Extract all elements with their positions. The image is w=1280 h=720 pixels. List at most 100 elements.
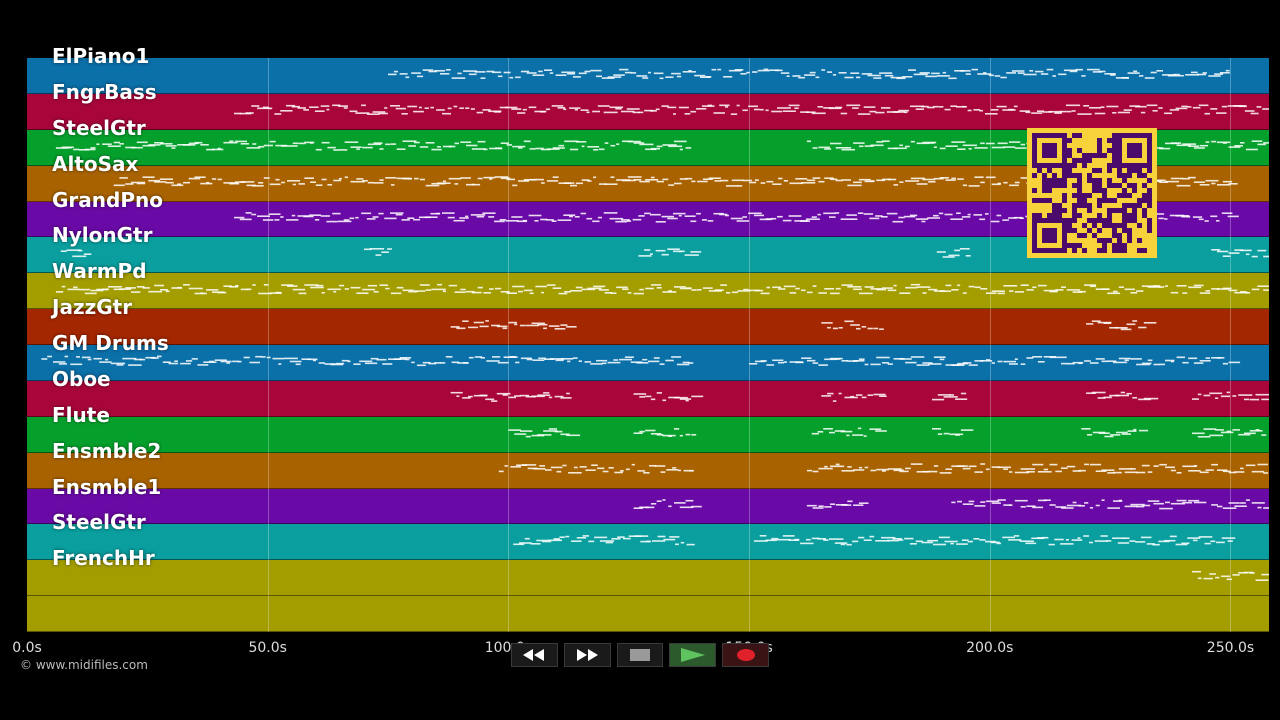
- note-mark: [626, 108, 640, 110]
- note-mark: [558, 292, 568, 295]
- note-mark: [385, 177, 397, 179]
- track-lane[interactable]: [27, 273, 1269, 310]
- note-mark: [646, 540, 651, 543]
- note-mark: [414, 290, 426, 292]
- note-mark: [1124, 359, 1129, 362]
- note-mark: [696, 212, 701, 215]
- note-mark: [676, 363, 690, 366]
- note-mark: [545, 219, 554, 221]
- note-mark: [910, 140, 915, 143]
- track-lane[interactable]: [27, 58, 1269, 94]
- note-mark: [540, 218, 548, 221]
- note-mark: [624, 71, 632, 74]
- note-mark: [996, 214, 1002, 217]
- note-mark: [540, 111, 546, 113]
- note-mark: [505, 106, 518, 109]
- track-lane[interactable]: [27, 380, 1269, 417]
- fast-forward-button[interactable]: [563, 643, 611, 667]
- note-mark: [492, 71, 502, 74]
- note-mark: [928, 142, 935, 144]
- note-mark: [1232, 429, 1240, 431]
- note-mark: [736, 104, 740, 107]
- note-mark: [965, 73, 971, 75]
- note-mark: [691, 505, 702, 508]
- note-mark: [245, 212, 252, 214]
- note-mark: [656, 500, 662, 502]
- note-mark: [680, 541, 685, 544]
- play-button[interactable]: [669, 643, 717, 667]
- note-mark: [818, 364, 828, 366]
- note-mark: [939, 177, 949, 179]
- note-mark: [861, 326, 867, 328]
- note-mark: [864, 145, 874, 147]
- note-mark: [268, 213, 281, 215]
- track-lane[interactable]: [27, 452, 1269, 489]
- note-mark: [1182, 177, 1190, 180]
- note-mark: [119, 177, 128, 179]
- note-mark: [310, 181, 316, 183]
- note-mark: [284, 357, 298, 360]
- note-mark: [1029, 70, 1034, 72]
- note-mark: [656, 145, 663, 148]
- track-lane[interactable]: [27, 416, 1269, 453]
- note-mark: [691, 395, 704, 398]
- note-mark: [1091, 391, 1106, 394]
- note-mark: [1124, 471, 1138, 474]
- note-mark: [574, 108, 578, 111]
- note-mark: [1078, 469, 1086, 472]
- note-mark: [436, 212, 441, 215]
- note-mark: [1261, 434, 1267, 436]
- note-mark: [1141, 362, 1152, 365]
- note-mark: [425, 184, 440, 187]
- note-mark: [246, 288, 252, 291]
- note-mark: [1165, 359, 1175, 362]
- note-mark: [610, 176, 615, 178]
- note-mark: [257, 107, 271, 110]
- note-mark: [1159, 181, 1168, 183]
- note-mark: [547, 539, 562, 542]
- note-mark: [968, 185, 980, 187]
- note-mark: [988, 74, 994, 77]
- note-mark: [558, 144, 565, 147]
- note-mark: [817, 431, 824, 433]
- note-mark: [702, 287, 713, 289]
- note-mark: [760, 360, 767, 362]
- note-mark: [456, 395, 460, 397]
- note-mark: [367, 284, 377, 287]
- note-mark: [450, 391, 463, 394]
- track-name-label: GM Drums: [52, 331, 169, 355]
- note-mark: [546, 284, 556, 286]
- note-mark: [772, 183, 782, 185]
- note-mark: [754, 360, 766, 363]
- note-mark: [1113, 361, 1128, 364]
- track-lane[interactable]: [27, 560, 1269, 597]
- record-icon: [736, 649, 755, 661]
- record-button[interactable]: [722, 643, 769, 667]
- note-mark: [321, 292, 325, 294]
- note-mark: [1204, 112, 1210, 115]
- note-mark: [390, 143, 397, 145]
- stop-button[interactable]: [616, 643, 664, 667]
- note-mark: [1124, 288, 1135, 291]
- note-mark: [1209, 434, 1224, 437]
- note-mark: [349, 217, 355, 220]
- track-lane[interactable]: [27, 596, 1269, 632]
- note-mark: [486, 360, 500, 362]
- track-lane[interactable]: [27, 309, 1269, 345]
- note-mark: [719, 104, 730, 107]
- note-mark: [830, 178, 838, 181]
- note-mark: [617, 536, 625, 538]
- note-mark: [1263, 255, 1269, 258]
- note-mark: [1197, 577, 1202, 580]
- note-mark: [672, 467, 677, 469]
- note-mark: [1228, 146, 1241, 148]
- note-mark: [1066, 465, 1076, 468]
- note-mark: [834, 430, 846, 432]
- note-mark: [1077, 113, 1092, 115]
- note-mark: [830, 292, 840, 295]
- time-tick-label: 250.0s: [1206, 640, 1255, 656]
- rewind-button[interactable]: [511, 643, 558, 667]
- note-mark: [1097, 397, 1106, 399]
- note-mark: [1193, 147, 1205, 149]
- note-mark: [518, 290, 524, 293]
